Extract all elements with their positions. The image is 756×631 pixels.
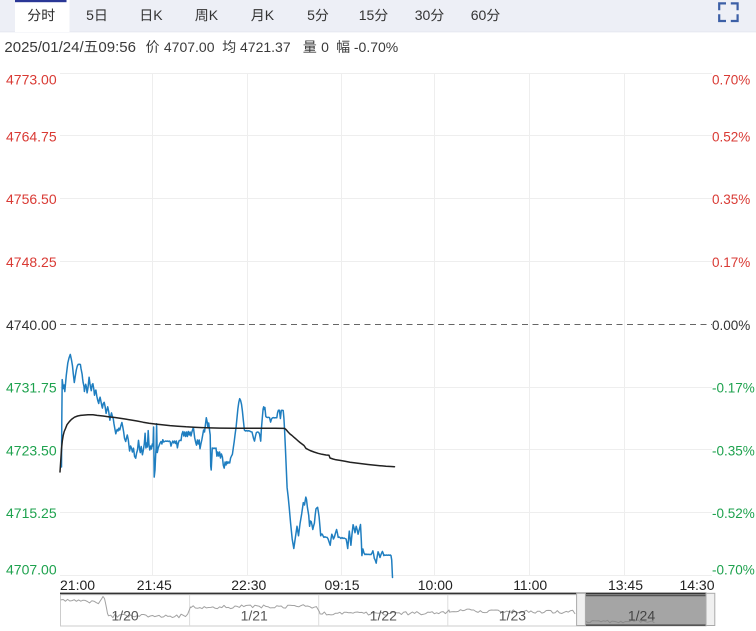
svg-text:4721.37: 4721.37 <box>240 39 291 55</box>
svg-text:14:30: 14:30 <box>679 577 714 593</box>
svg-text:4764.75: 4764.75 <box>6 128 57 144</box>
svg-text:1/20: 1/20 <box>111 608 138 624</box>
svg-text:-0.70%: -0.70% <box>712 563 755 578</box>
svg-text:13:45: 13:45 <box>608 577 643 593</box>
svg-text:4748.25: 4748.25 <box>6 254 57 270</box>
svg-text:22:30: 22:30 <box>231 577 266 593</box>
svg-text:21:45: 21:45 <box>137 577 172 593</box>
svg-text:1/23: 1/23 <box>499 608 526 624</box>
svg-text:4731.75: 4731.75 <box>6 380 57 396</box>
svg-text:21:00: 21:00 <box>60 577 95 593</box>
svg-text:0.70%: 0.70% <box>712 73 750 88</box>
svg-text:1/21: 1/21 <box>241 608 268 624</box>
svg-text:-0.70%: -0.70% <box>354 39 398 55</box>
svg-text:4707.00: 4707.00 <box>164 39 215 55</box>
svg-text:-0.52%: -0.52% <box>712 506 755 521</box>
svg-text:30: 30 <box>415 7 431 23</box>
svg-text:4715.25: 4715.25 <box>6 505 57 521</box>
svg-text:11:00: 11:00 <box>513 577 547 593</box>
svg-text:0.35%: 0.35% <box>712 192 750 207</box>
svg-text:0.17%: 0.17% <box>712 255 750 270</box>
svg-text:10:00: 10:00 <box>418 577 453 593</box>
svg-text:K: K <box>153 7 163 23</box>
svg-text:5: 5 <box>307 7 315 23</box>
svg-text:4723.50: 4723.50 <box>6 442 57 458</box>
svg-text:09:15: 09:15 <box>324 577 359 593</box>
svg-text:4773.00: 4773.00 <box>6 72 57 88</box>
svg-text:2025/01/24/: 2025/01/24/ <box>4 39 84 56</box>
svg-text:0.00%: 0.00% <box>712 318 750 333</box>
svg-text:4756.50: 4756.50 <box>6 191 57 207</box>
svg-text:60: 60 <box>471 7 487 23</box>
svg-text:4740.00: 4740.00 <box>6 317 57 333</box>
svg-text:1/24: 1/24 <box>628 608 655 624</box>
svg-text:1/22: 1/22 <box>370 608 397 624</box>
svg-text:0: 0 <box>321 39 329 55</box>
svg-text:15: 15 <box>359 7 375 23</box>
svg-text:4707.00: 4707.00 <box>6 562 57 578</box>
svg-text:K: K <box>209 7 219 23</box>
svg-text:K: K <box>265 7 275 23</box>
svg-text:09:56: 09:56 <box>98 39 136 56</box>
svg-text:5: 5 <box>86 7 94 23</box>
svg-text:0.52%: 0.52% <box>712 129 750 144</box>
svg-text:-0.35%: -0.35% <box>712 443 755 458</box>
svg-text:-0.17%: -0.17% <box>712 381 755 396</box>
